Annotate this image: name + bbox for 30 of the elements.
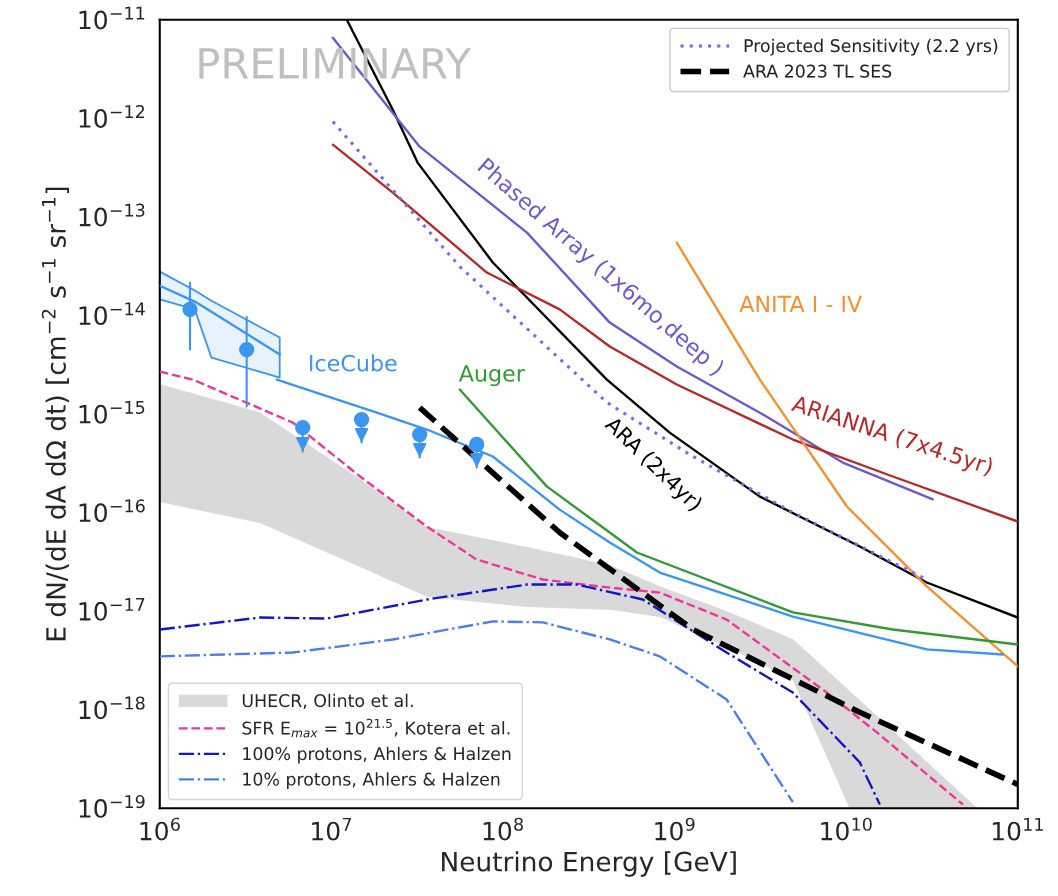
point	[353, 411, 370, 428]
point	[295, 419, 311, 436]
point	[469, 436, 485, 453]
y-tick-label: 10$^{−11}$	[79, 6, 145, 30]
y-tick-label: 10$^{−18}$	[79, 696, 145, 720]
y-tick-label: 10$^{−14}$	[79, 302, 145, 326]
y-tick-label: 10$^{−17}$	[79, 598, 145, 621]
x-tick-label: 10$^{8}$	[483, 817, 523, 841]
legend-label: Projected Sensitivity (2.2 yrs)	[744, 38, 998, 56]
legend-label: 10% protons, Ahlers & Halzen	[243, 772, 500, 790]
y-tick-label: 10$^{−12}$	[79, 105, 145, 128]
legend-label: 100% protons, Ahlers & Halzen	[243, 746, 511, 764]
y-tick-label: 10$^{−15}$	[79, 400, 145, 424]
x-tick-label: 10$^{6}$	[140, 817, 180, 841]
x-tick-label: 10$^{7}$	[312, 817, 352, 841]
x-tick-label: 10$^{11}$	[992, 817, 1043, 841]
legend-label: UHECR, Olinto et al.	[242, 693, 413, 709]
annotation: IceCube	[310, 354, 397, 372]
legend-label: SFR E$_{max}$ = 10$^{21.5}$, Kotera et al.	[242, 718, 510, 738]
legend-label: ARA 2023 TL SES	[743, 64, 892, 78]
y-tick-label: 10$^{−16}$	[79, 499, 145, 523]
annotation: Auger	[458, 365, 525, 387]
x-axis-title: Neutrino Energy [GeV]	[442, 851, 736, 877]
x-tick-label: 10$^{10}$	[821, 817, 872, 841]
y-tick-label: 10$^{−13}$	[79, 203, 145, 227]
annotation: ANITA I - IV	[739, 295, 862, 313]
x-tick-label: 10$^{9}$	[655, 817, 695, 841]
y-tick-label: 10$^{−19}$	[79, 794, 145, 818]
point	[412, 426, 428, 443]
y-axis-title: E dN/(dE dA dΩ dt) [cm$^{−2}$ s$^{−1}$ sr$^{−1}$]	[41, 187, 70, 641]
